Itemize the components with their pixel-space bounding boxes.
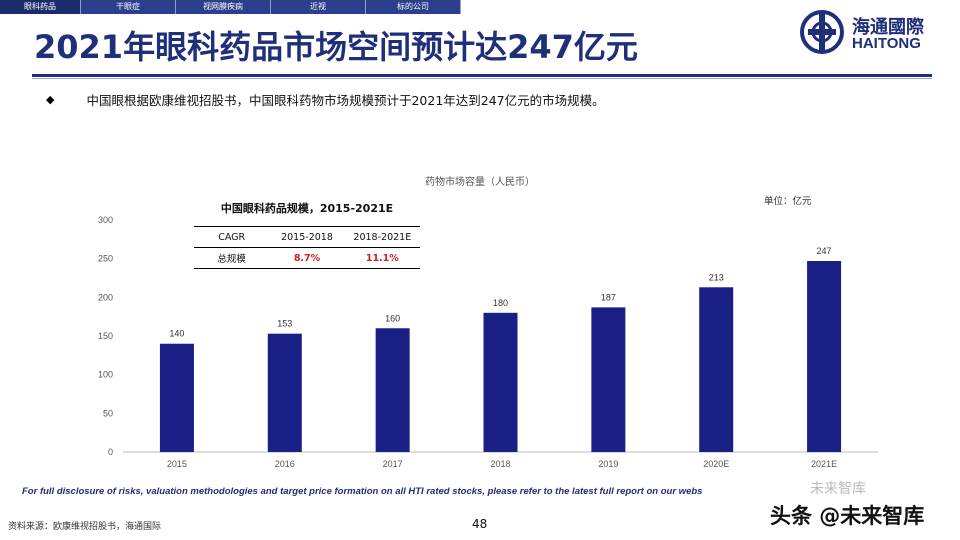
x-tick-label: 2017 xyxy=(383,459,403,469)
data-label: 153 xyxy=(277,319,292,329)
table-cell: 总规模 xyxy=(217,254,246,265)
x-tick-label: 2015 xyxy=(167,459,187,469)
haitong-logo-icon xyxy=(800,10,844,54)
cagr-table-title: 中国眼科药品规模，2015-2021E xyxy=(220,202,394,215)
table-header-cell: 2018-2021E xyxy=(353,231,412,243)
y-tick-label: 300 xyxy=(98,215,113,225)
x-tick-label: 2018 xyxy=(490,459,510,469)
tab-eye-drugs[interactable]: 眼科药品 xyxy=(0,0,81,14)
x-tick-label: 2016 xyxy=(275,459,295,469)
data-label: 140 xyxy=(169,329,184,339)
bullet-text: 中国眼根据欧康维视招股书，中国眼科药物市场规模预计于2021年达到247亿元的市… xyxy=(86,93,605,108)
title-divider xyxy=(32,74,932,77)
watermark: 头条 @未来智库 xyxy=(770,504,925,528)
bar xyxy=(699,287,734,452)
cagr-table: 中国眼科药品规模，2015-2021E CAGR 2015-2018 2018-… xyxy=(194,200,420,269)
bar xyxy=(483,312,518,452)
cagr-table-header: CAGR 2015-2018 2018-2021E xyxy=(194,226,420,247)
tab-dry-eye[interactable]: 干眼症 xyxy=(81,0,176,14)
table-row: 总规模 8.7% 11.1% xyxy=(194,247,420,269)
tab-myopia[interactable]: 近视 xyxy=(271,0,366,14)
data-label: 247 xyxy=(817,246,832,256)
title-divider-thin xyxy=(32,78,932,79)
logo-text-cn: 海通國際 xyxy=(852,17,924,38)
unit-label: 单位：亿元 xyxy=(764,196,812,207)
y-tick-label: 250 xyxy=(98,254,113,264)
diamond-bullet-icon: ◆ xyxy=(46,93,55,106)
table-cell-cagr-2015-2018: 8.7% xyxy=(293,252,321,264)
y-tick-label: 150 xyxy=(98,331,113,341)
tab-retinal-disease[interactable]: 视网膜疾病 xyxy=(176,0,271,14)
tab-target-companies[interactable]: 标的公司 xyxy=(366,0,461,14)
watermark-faint: 未来智库 xyxy=(810,481,866,497)
y-tick-label: 50 xyxy=(103,408,113,418)
table-header-cell: CAGR xyxy=(218,231,246,243)
bar xyxy=(267,333,302,452)
logo-text-en: HAITONG xyxy=(852,35,921,52)
bar xyxy=(375,328,410,452)
footer-source: 资料来源：欧康维视招股书，海通国际 xyxy=(8,522,162,532)
y-tick-label: 200 xyxy=(98,292,113,302)
chart-title: 药物市场容量（人民币） xyxy=(425,175,535,188)
x-tick-label: 2019 xyxy=(598,459,618,469)
bar xyxy=(159,343,194,452)
page-number: 48 xyxy=(472,517,488,531)
nav-tabbar: 眼科药品 干眼症 视网膜疾病 近视 标的公司 xyxy=(0,0,461,14)
data-label: 180 xyxy=(493,298,508,308)
bullet-point: ◆ 中国眼根据欧康维视招股书，中国眼科药物市场规模预计于2021年达到247亿元… xyxy=(46,90,605,109)
haitong-logo: 海通國際 HAITONG xyxy=(800,10,950,54)
x-tick-label: 2020E xyxy=(703,459,729,469)
data-label: 187 xyxy=(601,292,616,302)
footer-disclaimer: For full disclosure of risks, valuation … xyxy=(22,486,703,497)
y-tick-label: 100 xyxy=(98,370,113,380)
table-header-cell: 2015-2018 xyxy=(281,231,333,243)
x-tick-label: 2021E xyxy=(811,459,837,469)
table-cell-cagr-2018-2021: 11.1% xyxy=(365,252,399,264)
page-title: 2021年眼科药品市场空间预计达247亿元 xyxy=(34,28,638,66)
y-tick-label: 0 xyxy=(108,447,113,457)
data-label: 160 xyxy=(385,313,400,323)
bar xyxy=(591,307,626,452)
data-label: 213 xyxy=(709,272,724,282)
bar xyxy=(807,260,842,452)
